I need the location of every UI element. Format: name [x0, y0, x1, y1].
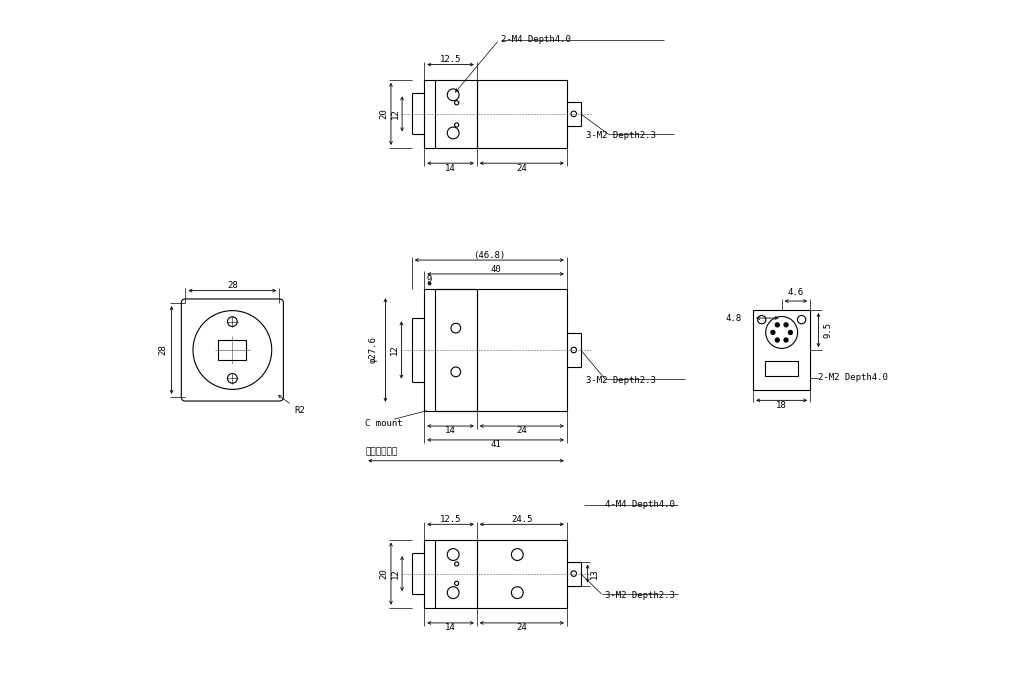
Text: 24.5: 24.5	[511, 515, 533, 524]
Text: 12: 12	[390, 108, 400, 119]
Bar	[218, 340, 246, 360]
Bar	[424, 289, 477, 411]
Text: R2: R2	[279, 395, 305, 415]
Bar	[765, 361, 798, 376]
Text: 13: 13	[590, 568, 599, 579]
Text: 20: 20	[379, 108, 388, 119]
Text: 9: 9	[426, 275, 433, 284]
Circle shape	[770, 330, 775, 335]
Bar	[424, 540, 477, 608]
Text: φ27.6: φ27.6	[369, 337, 377, 363]
Bar	[477, 540, 567, 608]
Text: 18: 18	[777, 400, 787, 410]
Text: 12: 12	[390, 344, 399, 356]
Bar	[424, 80, 477, 148]
Text: 20: 20	[379, 568, 388, 579]
Text: 12.5: 12.5	[440, 515, 461, 524]
Text: C mount: C mount	[366, 419, 403, 428]
Text: 対面同一形状: 対面同一形状	[366, 447, 398, 456]
Text: 41: 41	[490, 440, 501, 449]
Text: 4-M4 Depth4.0: 4-M4 Depth4.0	[605, 500, 675, 510]
Text: 12.5: 12.5	[440, 55, 461, 64]
Text: 2-M2 Depth4.0: 2-M2 Depth4.0	[819, 374, 888, 382]
Text: 28: 28	[227, 281, 238, 290]
Circle shape	[776, 338, 780, 342]
Text: 24: 24	[516, 623, 527, 632]
Text: 24: 24	[516, 164, 527, 173]
Text: 28: 28	[159, 344, 168, 356]
Text: 14: 14	[445, 623, 456, 632]
Circle shape	[784, 338, 788, 342]
Text: 4.8: 4.8	[726, 314, 742, 323]
Text: 9.5: 9.5	[823, 322, 832, 338]
Bar	[753, 310, 811, 390]
Text: 3-M2 Depth2.3: 3-M2 Depth2.3	[586, 131, 656, 140]
Text: 4.6: 4.6	[788, 288, 804, 297]
Text: 12: 12	[390, 568, 400, 579]
Text: 24: 24	[516, 426, 527, 435]
Text: 2-M4 Depth4.0: 2-M4 Depth4.0	[501, 35, 571, 44]
Text: 14: 14	[445, 426, 456, 435]
Bar	[477, 289, 567, 411]
Text: (46.8): (46.8)	[473, 251, 506, 260]
Text: 3-M2 Depth2.3: 3-M2 Depth2.3	[586, 376, 656, 385]
Text: 3-M2 Depth2.3: 3-M2 Depth2.3	[605, 591, 675, 600]
Circle shape	[784, 323, 788, 327]
Text: 14: 14	[445, 164, 456, 173]
Circle shape	[776, 323, 780, 327]
Bar	[477, 80, 567, 148]
Circle shape	[788, 330, 792, 335]
Text: 40: 40	[490, 265, 501, 274]
